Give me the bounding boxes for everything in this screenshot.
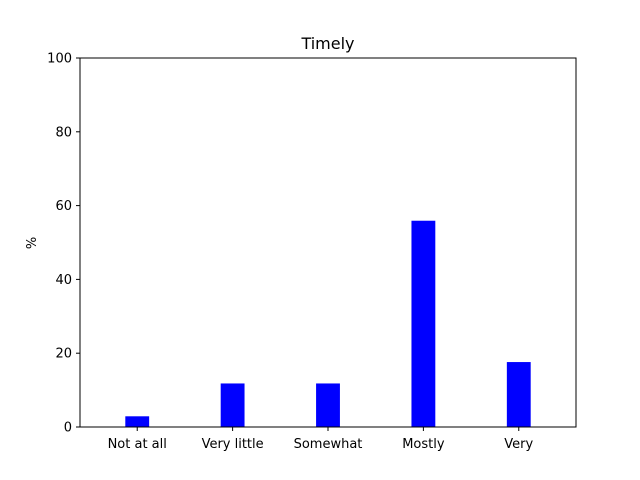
x-tick-label: Not at all [108,437,167,452]
y-axis-label: % [25,237,40,249]
x-axis-ticks: Not at all Very little Somewhat Mostly Very [108,427,534,452]
y-tick-label: 20 [55,347,72,362]
x-tick-label: Very little [202,437,264,452]
bar-very-little [220,383,245,427]
bar-somewhat [316,383,340,427]
bar-not-at-all [125,416,150,427]
bar-mostly [411,220,436,427]
y-tick-label: 80 [55,125,72,140]
y-tick-label: 0 [64,421,72,436]
x-tick-label: Somewhat [294,437,363,452]
x-tick-label: Mostly [402,437,445,452]
x-tick-label: Very [504,437,533,452]
chart-title: Timely [300,34,354,53]
plot-frame [79,57,577,428]
y-tick-label: 100 [47,52,72,67]
bar-very [506,362,531,427]
y-tick-label: 40 [55,273,72,288]
bars-group [125,220,531,427]
y-tick-label: 60 [55,199,72,214]
y-axis-ticks: 0 20 40 60 80 100 [47,52,80,436]
